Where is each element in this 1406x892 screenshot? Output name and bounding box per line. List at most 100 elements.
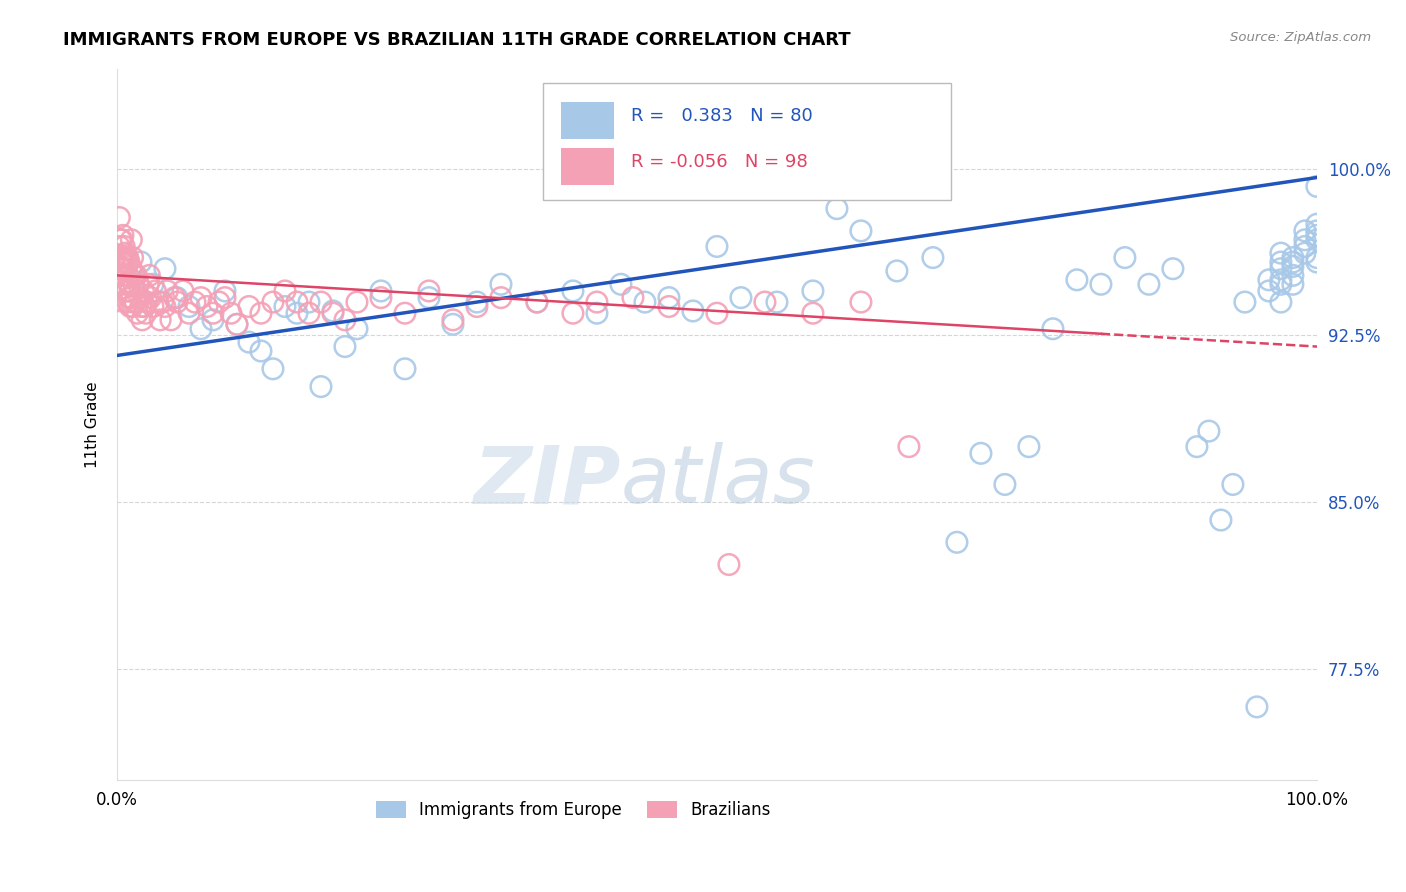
Point	[118, 255, 141, 269]
Point	[136, 295, 159, 310]
Point	[682, 304, 704, 318]
Point	[333, 340, 356, 354]
Point	[1042, 322, 1064, 336]
Point	[658, 291, 681, 305]
Point	[166, 291, 188, 305]
Point	[111, 261, 134, 276]
Point	[1198, 424, 1220, 438]
Point	[298, 295, 321, 310]
Point	[706, 306, 728, 320]
Point	[1185, 440, 1208, 454]
Point	[214, 284, 236, 298]
Point	[441, 318, 464, 332]
Point	[262, 295, 284, 310]
Point	[970, 446, 993, 460]
Point	[1306, 179, 1329, 194]
Point	[994, 477, 1017, 491]
Point	[309, 379, 332, 393]
Point	[394, 306, 416, 320]
Point	[177, 300, 200, 314]
Point	[285, 306, 308, 320]
Point	[145, 284, 167, 298]
Point	[1161, 261, 1184, 276]
Point	[1282, 260, 1305, 274]
Point	[1294, 246, 1316, 260]
Point	[132, 284, 155, 298]
Point	[111, 268, 134, 283]
Point	[122, 268, 145, 283]
Point	[111, 251, 134, 265]
Point	[418, 291, 440, 305]
Point	[142, 300, 165, 314]
Point	[1066, 273, 1088, 287]
Point	[114, 261, 136, 276]
Point	[1306, 228, 1329, 243]
Point	[142, 277, 165, 292]
Point	[117, 251, 139, 265]
Point	[946, 535, 969, 549]
Point	[1257, 284, 1279, 298]
Point	[226, 318, 249, 332]
Point	[114, 255, 136, 269]
Point	[108, 239, 131, 253]
Point	[122, 277, 145, 292]
Point	[346, 322, 368, 336]
Point	[561, 284, 583, 298]
Point	[166, 295, 188, 310]
Point	[766, 295, 789, 310]
Point	[610, 277, 633, 292]
Point	[1282, 251, 1305, 265]
Point	[309, 295, 332, 310]
Point	[115, 255, 138, 269]
Point	[658, 300, 681, 314]
Point	[190, 322, 212, 336]
Point	[117, 295, 139, 310]
Point	[129, 300, 152, 314]
Point	[1018, 440, 1040, 454]
Point	[136, 277, 159, 292]
Point	[250, 306, 273, 320]
Point	[1282, 268, 1305, 283]
Point	[886, 264, 908, 278]
Point	[801, 306, 824, 320]
Point	[706, 239, 728, 253]
Point	[1257, 273, 1279, 287]
Point	[262, 361, 284, 376]
Point	[131, 313, 153, 327]
Point	[1233, 295, 1256, 310]
Point	[124, 295, 146, 310]
Point	[121, 251, 143, 265]
Point	[120, 291, 142, 305]
Point	[825, 202, 848, 216]
Point	[110, 251, 132, 265]
Point	[1294, 224, 1316, 238]
Point	[394, 361, 416, 376]
Point	[897, 440, 920, 454]
Point	[134, 300, 156, 314]
Point	[1114, 251, 1136, 265]
Point	[135, 306, 157, 320]
Point	[190, 291, 212, 305]
Point	[120, 261, 142, 276]
Point	[370, 291, 392, 305]
Point	[849, 295, 872, 310]
Point	[1209, 513, 1232, 527]
Point	[1282, 255, 1305, 269]
Point	[153, 261, 176, 276]
Point	[441, 313, 464, 327]
Point	[156, 284, 179, 298]
Point	[146, 295, 169, 310]
Point	[118, 291, 141, 305]
Point	[139, 291, 162, 305]
Point	[118, 277, 141, 292]
Point	[208, 295, 231, 310]
Point	[112, 277, 135, 292]
Point	[125, 268, 148, 283]
Point	[586, 295, 609, 310]
Point	[1306, 217, 1329, 231]
Point	[108, 211, 131, 225]
Point	[1306, 233, 1329, 247]
Point	[1270, 295, 1292, 310]
Text: R = -0.056   N = 98: R = -0.056 N = 98	[630, 153, 807, 171]
Point	[201, 313, 224, 327]
